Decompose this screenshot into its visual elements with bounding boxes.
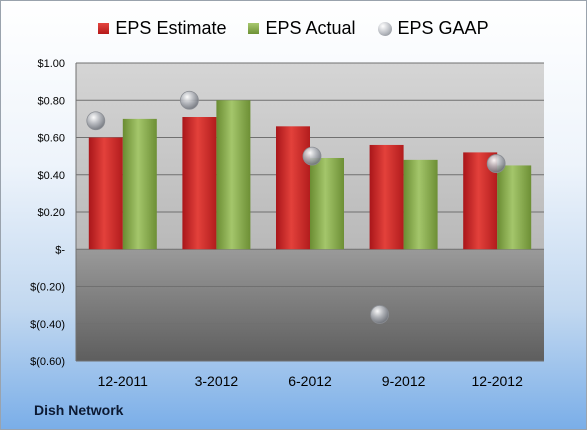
y-tick-label: $(0.40)	[30, 319, 65, 331]
y-tick-label: $0.20	[37, 207, 65, 219]
legend-label-gaap: EPS GAAP	[397, 18, 489, 38]
y-tick-label: $1.00	[37, 58, 65, 70]
point-eps-gaap	[370, 305, 390, 324]
x-tick-label: 6-2012	[288, 373, 332, 389]
point-eps-gaap	[486, 154, 506, 173]
legend-label-estimate: EPS Estimate	[115, 18, 227, 38]
y-tick-label: $0.40	[37, 170, 65, 182]
y-tick-label: $0.80	[37, 95, 65, 107]
legend: EPS Estimate EPS Actual EPS GAAP	[1, 18, 586, 39]
bar-eps-actual	[216, 100, 251, 250]
bar-eps-actual	[497, 165, 532, 250]
plot-area-negative	[76, 249, 544, 361]
x-tick-label: 12-2012	[472, 373, 524, 389]
y-tick-label: $(0.60)	[30, 356, 65, 368]
legend-item-actual: EPS Actual	[248, 18, 356, 39]
y-tick-label: $-	[55, 244, 65, 256]
bar-eps-estimate	[88, 137, 123, 250]
legend-label-actual: EPS Actual	[265, 18, 356, 38]
legend-item-gaap: EPS GAAP	[377, 18, 489, 39]
y-tick-label: $(0.20)	[30, 282, 65, 294]
bar-eps-estimate	[369, 144, 404, 250]
bar-eps-actual	[122, 118, 157, 250]
y-tick-label: $0.60	[37, 133, 65, 145]
bar-eps-estimate	[276, 126, 310, 250]
point-eps-gaap	[302, 146, 322, 166]
bar-eps-actual	[403, 159, 438, 250]
x-tick-label: 9-2012	[382, 373, 426, 389]
bar-eps-actual	[310, 157, 344, 250]
x-tick-label: 12-2011	[98, 373, 149, 389]
legend-item-estimate: EPS Estimate	[98, 18, 226, 39]
legend-swatch-actual	[248, 23, 260, 34]
company-name: Dish Network	[34, 402, 124, 418]
bar-eps-estimate	[182, 117, 217, 250]
point-eps-gaap	[179, 90, 199, 110]
legend-swatch-estimate	[98, 23, 110, 34]
legend-swatch-gaap	[377, 21, 392, 36]
point-eps-gaap	[86, 111, 106, 131]
x-tick-label: 3-2012	[195, 373, 239, 389]
